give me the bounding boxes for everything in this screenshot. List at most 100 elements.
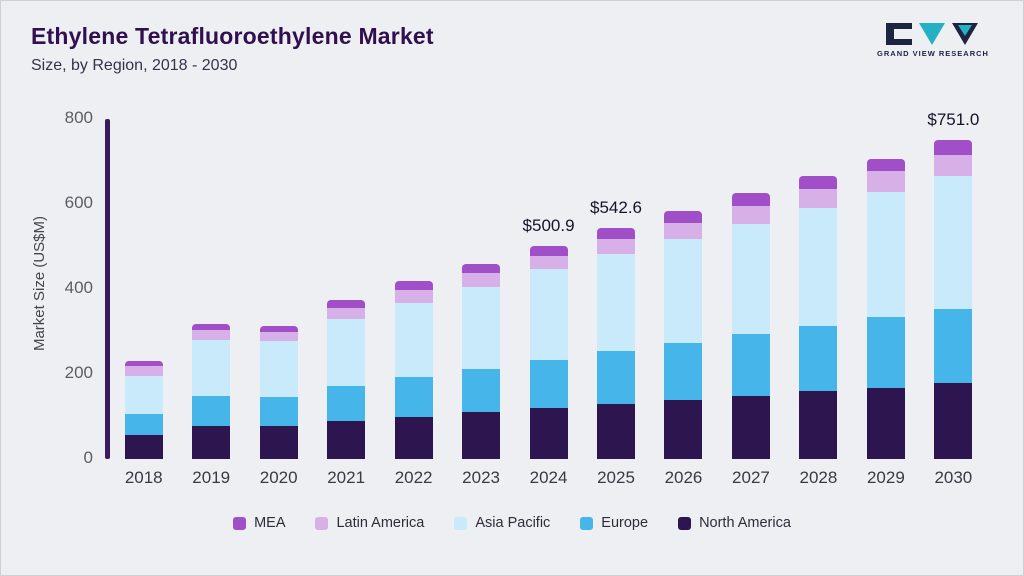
segment-europe (394, 377, 433, 417)
segment-latin-america (934, 154, 973, 177)
segment-north-america (327, 420, 366, 459)
segment-mea (934, 139, 973, 155)
stacked-bar-2028[interactable] (799, 176, 838, 459)
segment-europe (934, 308, 973, 383)
x-axis-label-2021: 2021 (327, 468, 366, 487)
segment-mea (327, 299, 366, 309)
legend-item-north-america[interactable]: North America (678, 515, 791, 531)
segment-europe (462, 368, 501, 413)
legend-swatch-icon (580, 516, 594, 530)
value-label-2030: $751.0 (927, 109, 980, 129)
segment-latin-america (731, 206, 770, 224)
stacked-bar-2026[interactable] (664, 211, 703, 459)
segment-north-america (664, 399, 703, 459)
bar-column-2019: 2019 (177, 119, 244, 487)
y-tick-label: 0 (83, 448, 93, 467)
legend-label: Latin America (336, 515, 425, 531)
segment-north-america (394, 416, 433, 459)
x-axis-label-2028: 2028 (799, 468, 838, 487)
x-axis-label-2023: 2023 (462, 468, 500, 487)
legend-swatch-icon (678, 516, 692, 530)
legend-label: North America (699, 515, 791, 531)
segment-mea (664, 211, 703, 224)
stacked-bar-2023[interactable] (462, 264, 501, 459)
segment-europe (259, 397, 298, 426)
segment-mea (259, 326, 298, 333)
segment-mea (866, 158, 905, 172)
segment-latin-america (192, 330, 231, 341)
segment-europe (799, 326, 838, 392)
legend-label: MEA (254, 515, 286, 531)
legend-swatch-icon (454, 516, 468, 530)
legend-swatch-icon (233, 516, 247, 530)
bar-column-2030: $751.0 2030 (920, 110, 987, 487)
segment-latin-america (124, 366, 163, 377)
bar-column-2024: $500.9 2024 (515, 119, 582, 487)
bar-column-2021: 2021 (312, 119, 379, 487)
y-tick-label: 400 (64, 278, 93, 297)
segment-asia-pacific (799, 207, 838, 326)
value-label-2024: $500.9 (522, 216, 575, 236)
gvr-logo-icon (886, 23, 978, 45)
y-axis-line (105, 119, 110, 459)
bar-column-2022: 2022 (380, 119, 447, 487)
page-subtitle: Size, by Region, 2018 - 2030 (31, 57, 238, 74)
stacked-bar-2018[interactable] (124, 361, 163, 459)
y-tick-label: 600 (64, 193, 93, 212)
bar-column-2029: 2029 (852, 119, 919, 487)
segment-asia-pacific (731, 223, 770, 335)
legend-swatch-icon (315, 516, 329, 530)
stacked-bar-2021[interactable] (327, 299, 366, 459)
segment-north-america (462, 412, 501, 459)
segment-asia-pacific (934, 176, 973, 309)
stacked-bar-2019[interactable] (192, 323, 231, 459)
segment-latin-america (327, 308, 366, 319)
segment-mea (731, 193, 770, 207)
x-axis-label-2029: 2029 (866, 468, 905, 487)
legend-item-europe[interactable]: Europe (580, 515, 648, 531)
segment-mea (124, 361, 163, 367)
stacked-bar-2025[interactable] (597, 228, 636, 459)
header: Ethylene Tetrafluoroethylene Market Size… (1, 1, 1023, 97)
stacked-bar-2027[interactable] (731, 193, 770, 459)
segment-asia-pacific (192, 340, 231, 397)
segment-mea (799, 176, 838, 190)
x-axis-label-2019: 2019 (192, 468, 231, 487)
segment-latin-america (259, 332, 298, 341)
stacked-bar-2029[interactable] (866, 158, 905, 459)
bar-column-2026: 2026 (650, 119, 717, 487)
segment-europe (731, 334, 770, 396)
x-axis-label-2027: 2027 (732, 468, 770, 487)
segment-asia-pacific (597, 253, 636, 352)
legend-item-asia-pacific[interactable]: Asia Pacific (454, 515, 550, 531)
segment-europe (327, 385, 366, 421)
segment-north-america (259, 425, 298, 459)
logo-text: GRAND VIEW RESEARCH (877, 49, 989, 58)
segment-asia-pacific (394, 303, 433, 378)
segment-europe (124, 413, 163, 435)
stacked-bar-2030[interactable] (934, 139, 973, 459)
y-tick-label: 800 (64, 108, 93, 127)
segment-latin-america (529, 255, 568, 270)
segment-latin-america (394, 289, 433, 304)
segment-north-america (529, 408, 568, 459)
stacked-bar-2024[interactable] (529, 246, 568, 459)
segment-asia-pacific (124, 376, 163, 414)
x-axis-label-2022: 2022 (394, 468, 433, 487)
segment-asia-pacific (529, 269, 568, 361)
bar-column-2027: 2027 (717, 119, 784, 487)
segment-mea (394, 281, 433, 290)
chart-area: Market Size (US$M) 2018 2019 2020 2021 2022 2… (1, 101, 1023, 531)
stacked-bar-2020[interactable] (259, 326, 298, 459)
legend: MEA Latin America Asia Pacific Europe North … (1, 515, 1023, 531)
legend-item-latin-america[interactable]: Latin America (315, 515, 424, 531)
stacked-bar-2022[interactable] (394, 281, 433, 459)
legend-label: Europe (601, 515, 649, 531)
y-tick-label: 200 (64, 363, 93, 382)
segment-europe (664, 343, 703, 400)
segment-europe (529, 360, 568, 408)
segment-north-america (124, 434, 163, 459)
segment-latin-america (664, 223, 703, 239)
segment-north-america (192, 425, 231, 459)
legend-item-mea[interactable]: MEA (233, 515, 285, 531)
